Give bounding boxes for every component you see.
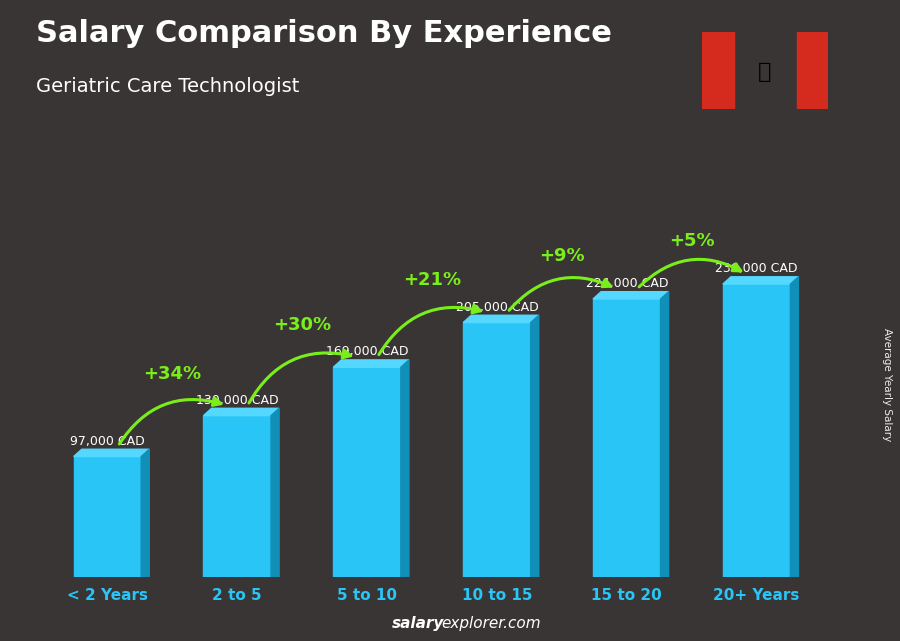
Polygon shape [796,32,828,109]
Polygon shape [74,449,149,456]
Polygon shape [723,277,798,284]
Polygon shape [400,360,409,577]
Text: Average Yearly Salary: Average Yearly Salary [881,328,892,441]
Text: +21%: +21% [403,271,461,289]
Text: +34%: +34% [143,365,202,383]
Text: explorer.com: explorer.com [441,617,541,631]
Text: +9%: +9% [539,247,585,265]
Text: 169,000 CAD: 169,000 CAD [326,345,409,358]
Polygon shape [464,315,539,322]
Polygon shape [141,449,149,577]
Polygon shape [702,32,733,109]
Polygon shape [723,284,790,577]
Polygon shape [593,292,669,299]
Polygon shape [464,322,531,577]
Polygon shape [593,299,661,577]
Polygon shape [333,367,400,577]
Text: 130,000 CAD: 130,000 CAD [196,394,279,407]
Text: +30%: +30% [273,317,331,335]
Text: 224,000 CAD: 224,000 CAD [586,277,668,290]
Polygon shape [271,408,279,577]
Text: 236,000 CAD: 236,000 CAD [716,262,797,276]
Text: Geriatric Care Technologist: Geriatric Care Technologist [36,77,300,96]
Polygon shape [661,292,669,577]
Text: salary: salary [392,617,444,631]
Text: 97,000 CAD: 97,000 CAD [70,435,145,448]
Text: 205,000 CAD: 205,000 CAD [455,301,538,314]
Polygon shape [203,408,279,415]
Text: Salary Comparison By Experience: Salary Comparison By Experience [36,19,612,48]
Polygon shape [74,456,141,577]
Polygon shape [203,415,271,577]
Text: +5%: +5% [669,231,715,249]
Polygon shape [790,277,798,577]
Polygon shape [531,315,539,577]
Polygon shape [333,360,409,367]
Text: 🍁: 🍁 [759,62,771,83]
